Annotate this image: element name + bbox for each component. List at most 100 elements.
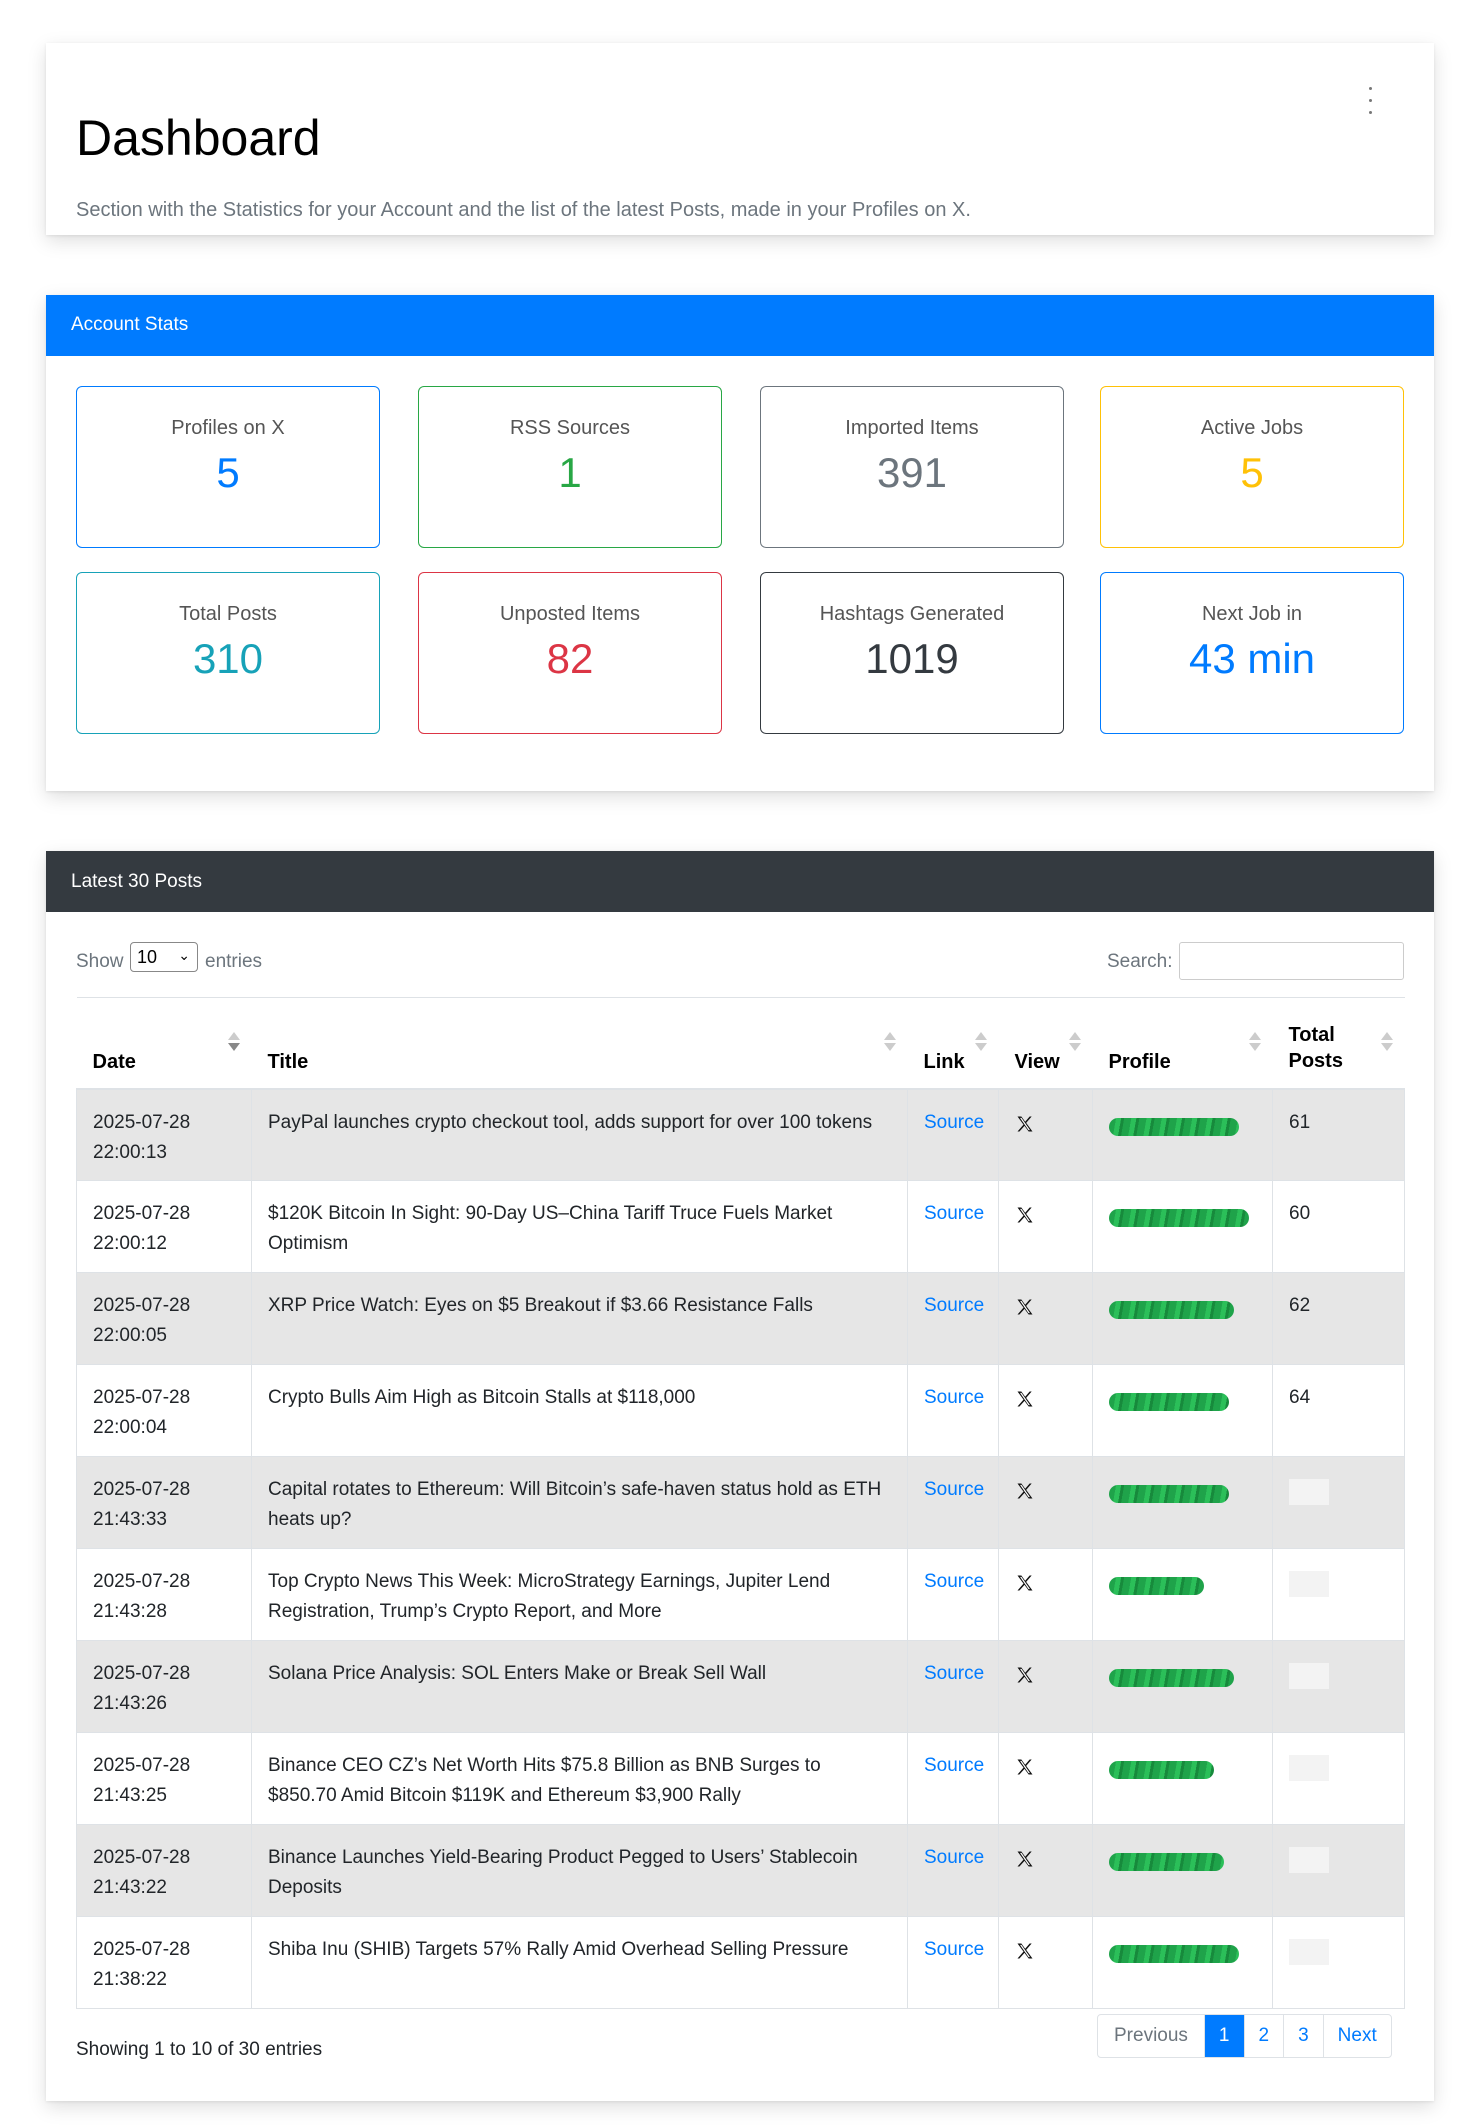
redacted-value bbox=[1289, 1571, 1329, 1597]
cell-date: 2025-07-28 21:43:33 bbox=[76, 1456, 252, 1549]
pagination: Previous 1 2 3 Next bbox=[1097, 2014, 1392, 2058]
table-row: 2025-07-28 21:43:33 Capital rotates to Et… bbox=[76, 1456, 1405, 1549]
column-header-profile[interactable]: Profile bbox=[1092, 997, 1273, 1089]
x-logo-icon[interactable] bbox=[1015, 1757, 1035, 1777]
cell-link: Source bbox=[907, 1916, 999, 2009]
stat-hashtags-generated: Hashtags Generated 1019 bbox=[760, 572, 1064, 734]
redacted-profile-name bbox=[1109, 1853, 1224, 1871]
latest-posts-header: Latest 30 Posts bbox=[46, 851, 1434, 912]
x-logo-icon[interactable] bbox=[1015, 1205, 1035, 1225]
source-link[interactable]: Source bbox=[924, 1939, 985, 1960]
cell-total-posts bbox=[1272, 1640, 1405, 1733]
table-row: 2025-07-28 21:43:26 Solana Price Analysis… bbox=[76, 1640, 1405, 1733]
redacted-profile-name bbox=[1109, 1209, 1249, 1227]
source-link[interactable]: Source bbox=[924, 1755, 985, 1776]
cell-date: 2025-07-28 21:43:26 bbox=[76, 1640, 252, 1733]
stat-active-jobs: Active Jobs 5 bbox=[1100, 386, 1404, 548]
redacted-profile-name bbox=[1109, 1117, 1239, 1136]
x-logo-icon[interactable] bbox=[1015, 1573, 1035, 1593]
cell-link: Source bbox=[907, 1180, 999, 1273]
cell-title: Top Crypto News This Week: MicroStrategy… bbox=[251, 1548, 908, 1641]
cell-view bbox=[998, 1732, 1093, 1825]
x-logo-icon[interactable] bbox=[1015, 1389, 1035, 1409]
stat-label: Imported Items bbox=[845, 417, 979, 439]
stat-imported-items: Imported Items 391 bbox=[760, 386, 1064, 548]
cell-total-posts bbox=[1272, 1732, 1405, 1825]
redacted-value bbox=[1289, 1939, 1329, 1965]
more-options-icon[interactable] bbox=[1366, 83, 1376, 119]
stat-label: Active Jobs bbox=[1200, 417, 1304, 439]
cell-profile bbox=[1092, 1088, 1273, 1181]
redacted-profile-name bbox=[1109, 1669, 1234, 1687]
page-title: Dashboard bbox=[76, 110, 321, 166]
cell-view bbox=[998, 1824, 1093, 1917]
column-header-link[interactable]: Link bbox=[907, 997, 999, 1089]
show-label: Show bbox=[76, 951, 124, 972]
source-link[interactable]: Source bbox=[924, 1571, 985, 1592]
source-link[interactable]: Source bbox=[924, 1479, 985, 1500]
latest-posts-card: Latest 30 Posts Show 10 ⌄ entries Search… bbox=[46, 851, 1434, 2101]
cell-view bbox=[998, 1456, 1093, 1549]
table-row: 2025-07-28 22:00:04 Crypto Bulls Aim High… bbox=[76, 1364, 1405, 1457]
redacted-profile-name bbox=[1109, 1761, 1214, 1779]
cell-profile bbox=[1092, 1916, 1273, 2009]
table-row: 2025-07-28 21:43:25 Binance CEO CZ’s Net … bbox=[76, 1732, 1405, 1825]
source-link[interactable]: Source bbox=[924, 1111, 985, 1133]
cell-title: PayPal launches crypto checkout tool, ad… bbox=[251, 1088, 908, 1181]
stat-total-posts: Total Posts 310 bbox=[76, 572, 380, 734]
source-link[interactable]: Source bbox=[924, 1387, 985, 1408]
x-logo-icon[interactable] bbox=[1015, 1849, 1035, 1869]
cell-profile bbox=[1092, 1364, 1273, 1457]
sort-icon bbox=[974, 1032, 987, 1054]
pagination-page-1[interactable]: 1 bbox=[1203, 2015, 1244, 2057]
page-size-select[interactable]: 10 ⌄ bbox=[130, 942, 198, 972]
x-logo-icon[interactable] bbox=[1015, 1481, 1035, 1501]
pagination-page-3[interactable]: 3 bbox=[1283, 2015, 1323, 2057]
cell-total-posts: 60 bbox=[1272, 1180, 1405, 1273]
x-logo-icon[interactable] bbox=[1015, 1297, 1035, 1317]
cell-view bbox=[998, 1364, 1093, 1457]
cell-link: Source bbox=[907, 1456, 999, 1549]
stat-label: Total Posts bbox=[179, 603, 277, 625]
cell-date: 2025-07-28 21:43:28 bbox=[76, 1548, 252, 1641]
table-header-row: Date Title Link View Profile Total Posts bbox=[76, 997, 1405, 1089]
cell-date: 2025-07-28 22:00:13 bbox=[76, 1088, 252, 1181]
cell-date: 2025-07-28 21:43:22 bbox=[76, 1824, 252, 1917]
cell-profile bbox=[1092, 1180, 1273, 1273]
pagination-page-2[interactable]: 2 bbox=[1243, 2015, 1284, 2057]
pagination-previous[interactable]: Previous bbox=[1114, 2025, 1188, 2046]
pagination-next[interactable]: Next bbox=[1322, 2015, 1391, 2057]
cell-link: Source bbox=[907, 1548, 999, 1641]
source-link[interactable]: Source bbox=[924, 1295, 985, 1316]
column-header-total-posts[interactable]: Total Posts bbox=[1272, 997, 1405, 1089]
table-row: 2025-07-28 21:43:22 Binance Launches Yiel… bbox=[76, 1824, 1405, 1917]
account-stats-header: Account Stats bbox=[46, 295, 1434, 356]
column-header-view[interactable]: View bbox=[998, 997, 1093, 1089]
source-link[interactable]: Source bbox=[924, 1663, 985, 1684]
stat-value: 5 bbox=[216, 449, 240, 496]
posts-table: Date Title Link View Profile Total Posts… bbox=[76, 997, 1405, 2009]
cell-link: Source bbox=[907, 1272, 999, 1365]
search-input[interactable] bbox=[1179, 942, 1404, 980]
cell-title: XRP Price Watch: Eyes on $5 Breakout if … bbox=[251, 1272, 908, 1365]
x-logo-icon[interactable] bbox=[1015, 1665, 1035, 1685]
x-logo-icon[interactable] bbox=[1015, 1114, 1035, 1134]
cell-title: Capital rotates to Ethereum: Will Bitcoi… bbox=[251, 1456, 908, 1549]
stat-rss-sources: RSS Sources 1 bbox=[418, 386, 722, 548]
cell-date: 2025-07-28 22:00:04 bbox=[76, 1364, 252, 1457]
entries-label: entries bbox=[205, 951, 263, 972]
cell-profile bbox=[1092, 1456, 1273, 1549]
x-logo-icon[interactable] bbox=[1015, 1941, 1035, 1961]
cell-total-posts: 62 bbox=[1272, 1272, 1405, 1365]
cell-view bbox=[998, 1640, 1093, 1733]
sort-icon bbox=[1068, 1032, 1081, 1054]
cell-total-posts bbox=[1272, 1456, 1405, 1549]
column-header-title[interactable]: Title bbox=[251, 997, 908, 1089]
column-header-date[interactable]: Date bbox=[76, 997, 252, 1089]
cell-total-posts bbox=[1272, 1916, 1405, 2009]
stat-value: 310 bbox=[192, 635, 264, 682]
redacted-value bbox=[1289, 1663, 1329, 1689]
cell-total-posts: 61 bbox=[1272, 1088, 1405, 1181]
source-link[interactable]: Source bbox=[924, 1203, 985, 1224]
source-link[interactable]: Source bbox=[924, 1847, 985, 1868]
